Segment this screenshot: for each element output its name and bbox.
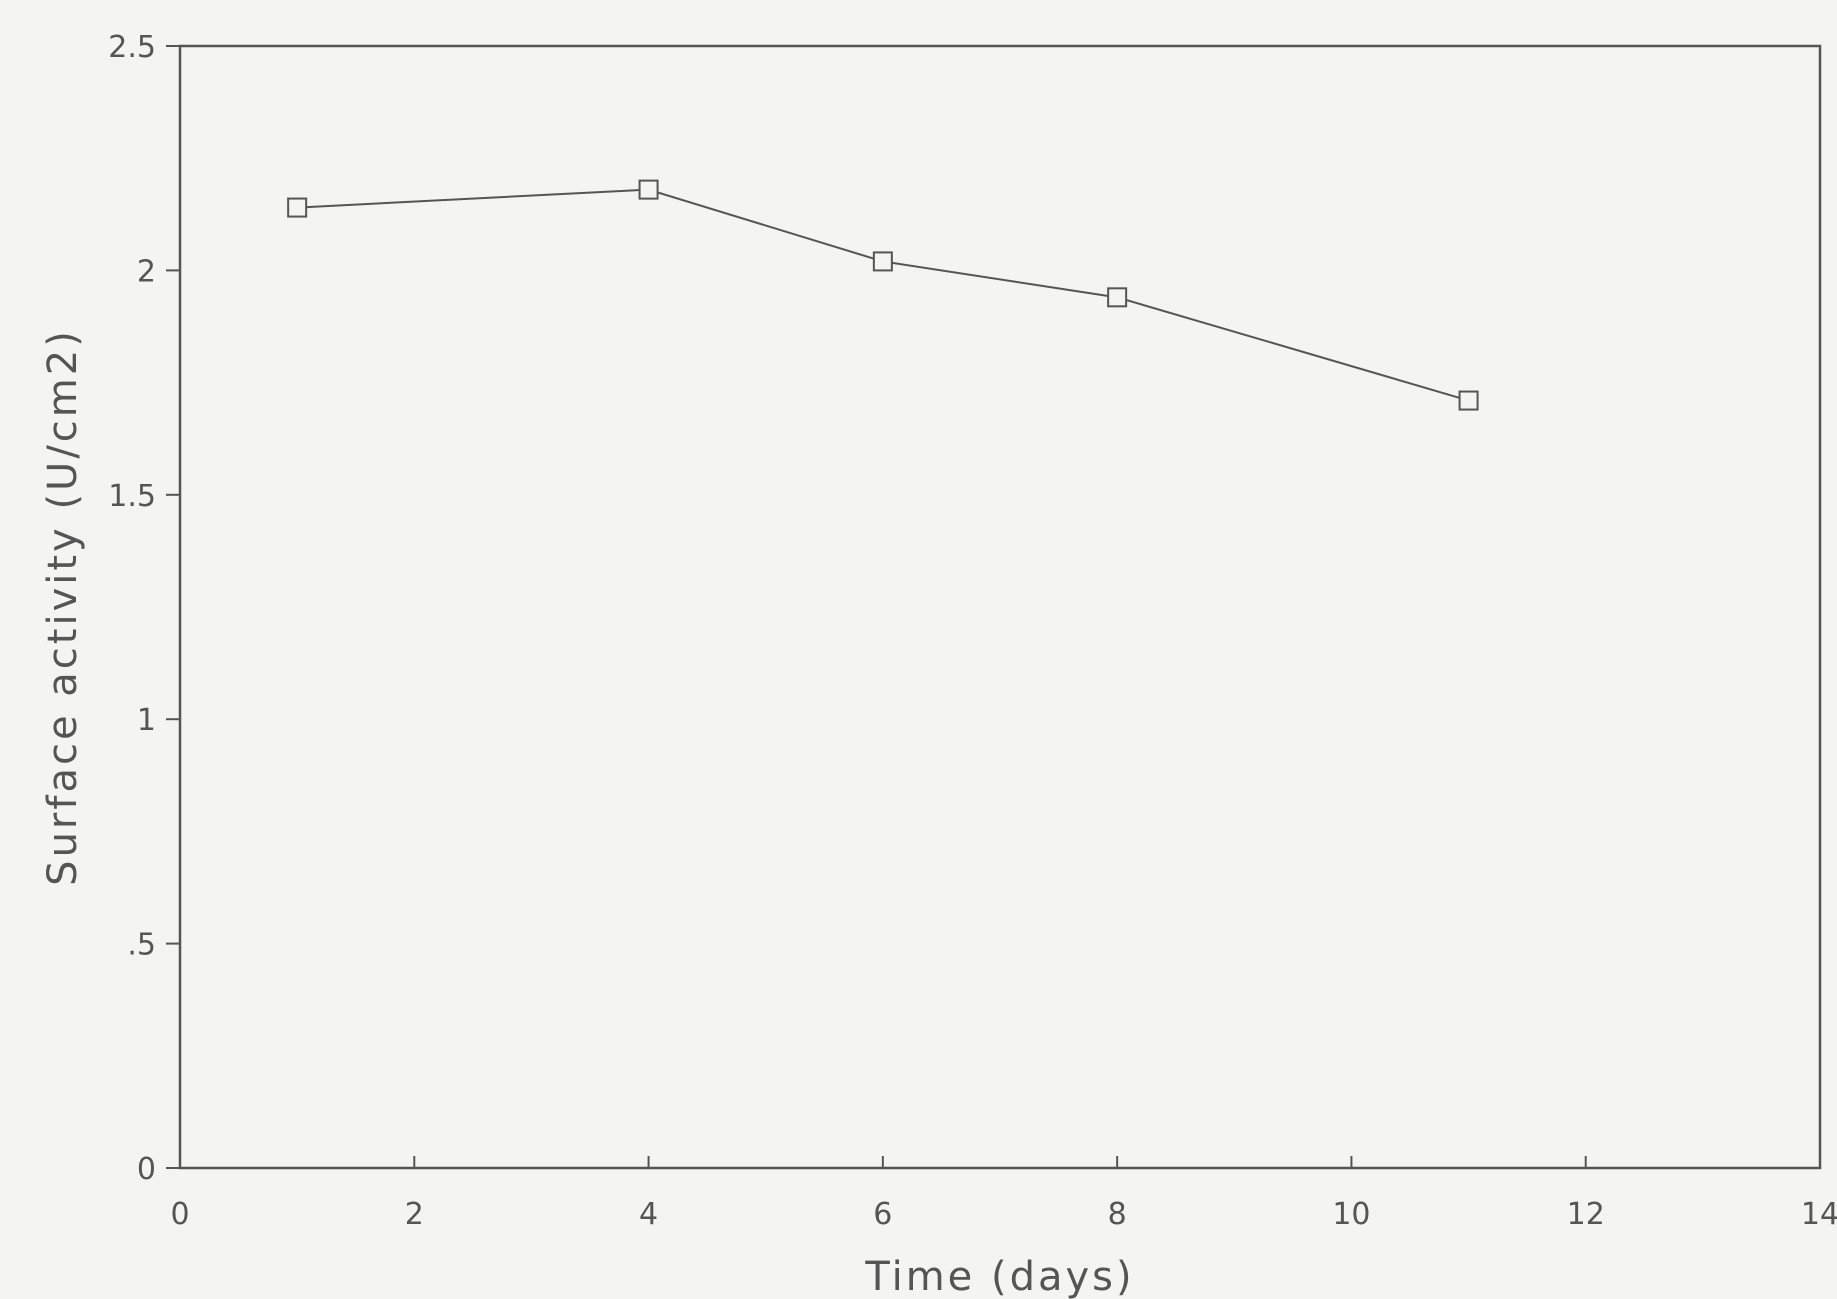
y-tick-label: 1 bbox=[137, 703, 156, 738]
data-point-marker bbox=[1458, 390, 1479, 411]
y-axis-title: Surface activity (U/cm2) bbox=[40, 328, 86, 886]
axis-ticks bbox=[166, 45, 1821, 1169]
series-markers bbox=[287, 179, 1479, 411]
y-tick-label: 2.5 bbox=[108, 30, 156, 65]
series-line-group bbox=[297, 188, 1469, 402]
data-point-marker bbox=[287, 197, 308, 218]
x-tick-label: 2 bbox=[405, 1197, 424, 1232]
y-tick-label: 1.5 bbox=[108, 479, 156, 514]
x-tick-label: 4 bbox=[639, 1197, 658, 1232]
x-tick-label: 0 bbox=[170, 1197, 189, 1232]
x-tick-label: 8 bbox=[1108, 1197, 1127, 1232]
x-axis-tick-labels: 0 2 4 6 8 10 12 14 bbox=[170, 1197, 1837, 1232]
x-tick-label: 14 bbox=[1801, 1197, 1837, 1232]
data-point-marker bbox=[638, 179, 659, 200]
y-tick-label: 0 bbox=[137, 1152, 156, 1187]
data-point-marker bbox=[872, 251, 893, 272]
y-tick-label: .5 bbox=[127, 928, 156, 963]
x-tick-label: 6 bbox=[873, 1197, 892, 1232]
series-line bbox=[297, 188, 1469, 402]
y-axis-tick-labels: 0 .5 1 1.5 2 2.5 bbox=[108, 30, 156, 1187]
x-axis-title: Time (days) bbox=[864, 1254, 1134, 1299]
data-point-marker bbox=[1107, 287, 1128, 308]
y-tick-label: 2 bbox=[137, 254, 156, 289]
x-tick-label: 10 bbox=[1332, 1197, 1370, 1232]
plot-frame bbox=[178, 44, 1822, 1170]
x-tick-label: 12 bbox=[1567, 1197, 1605, 1232]
